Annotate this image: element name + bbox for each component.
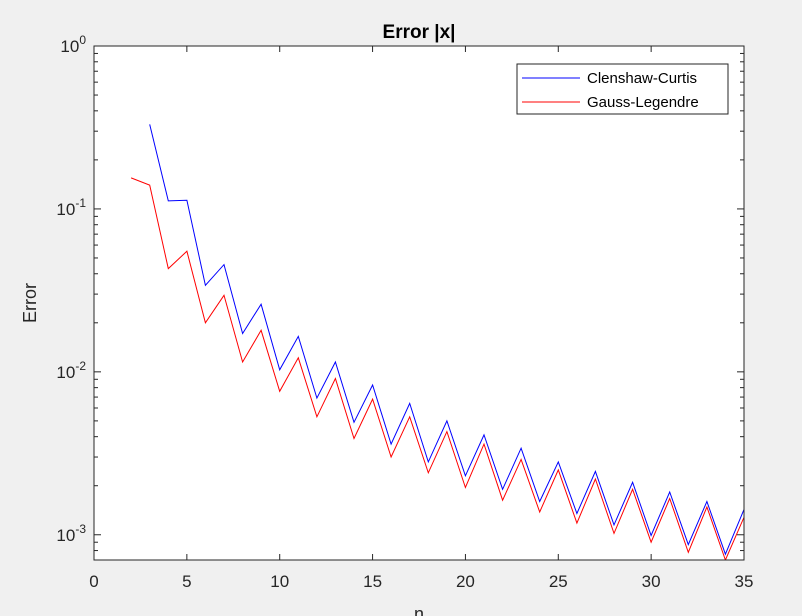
series-line-gauss-legendre [130, 177, 744, 560]
y-tick-base: 10 [60, 37, 79, 56]
y-tick-label: 10-2 [56, 359, 86, 382]
x-tick-label: 35 [735, 572, 754, 591]
legend: Clenshaw-Curtis Gauss-Legendre [516, 63, 729, 115]
x-tick-label: 25 [549, 572, 568, 591]
x-tick-label: 10 [270, 572, 289, 591]
y-tick-exponent: -1 [75, 196, 86, 210]
legend-entry-label: Gauss-Legendre [587, 94, 699, 111]
y-tick-label: 10-1 [56, 196, 86, 219]
chart-title: Error |x| [383, 22, 456, 43]
y-axis-label: Error [20, 283, 40, 323]
series-line-clenshaw-curtis [149, 124, 744, 556]
x-tick-label: 0 [89, 572, 98, 591]
x-tick-label: 30 [642, 572, 661, 591]
x-axis-label: n [414, 604, 424, 616]
y-tick-exponent: 0 [79, 33, 86, 47]
legend-box [516, 63, 729, 115]
y-tick-base: 10 [56, 526, 75, 545]
y-tick-label: 10-3 [56, 522, 86, 545]
plot-box [93, 45, 745, 561]
legend-entry-label: Clenshaw-Curtis [587, 70, 697, 87]
x-tick-label: 20 [456, 572, 475, 591]
y-tick-base: 10 [56, 200, 75, 219]
x-tick-label: 5 [182, 572, 191, 591]
y-tick-exponent: -2 [75, 359, 86, 373]
x-tick-label: 15 [363, 572, 382, 591]
y-tick-label: 100 [60, 33, 86, 56]
y-tick-exponent: -3 [75, 522, 86, 536]
series-layer [130, 124, 744, 560]
plot-area [94, 46, 744, 560]
y-tick-base: 10 [56, 363, 75, 382]
